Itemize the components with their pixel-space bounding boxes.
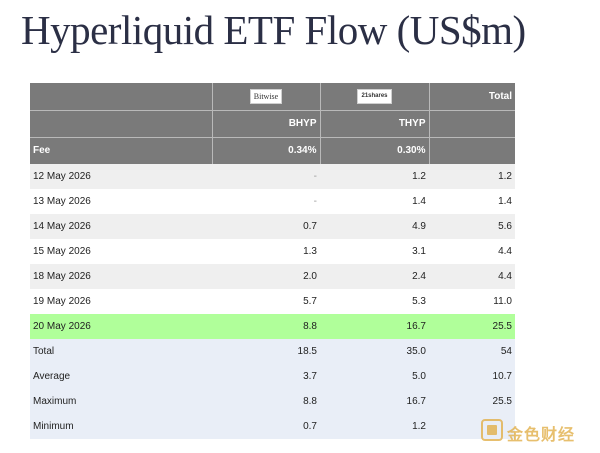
- summary-label: Total: [30, 339, 212, 364]
- summary-label: Maximum: [30, 389, 212, 414]
- table-row: 14 May 2026 0.7 4.9 5.6: [30, 214, 515, 239]
- bhyp-cell: 8.8: [212, 389, 320, 414]
- thyp-cell: 5.3: [320, 289, 429, 314]
- watermark-logo-icon: [481, 419, 503, 446]
- thyp-cell: 16.7: [320, 389, 429, 414]
- summary-row-minimum: Minimum 0.7 1.2: [30, 414, 515, 439]
- summary-label: Minimum: [30, 414, 212, 439]
- date-cell: 12 May 2026: [30, 164, 212, 189]
- table-row: 12 May 2026 - 1.2 1.2: [30, 164, 515, 189]
- watermark-text: 金色财经: [507, 424, 576, 444]
- bhyp-cell: 5.7: [212, 289, 320, 314]
- thyp-cell: 1.2: [320, 414, 429, 439]
- header-blank-cell: [429, 110, 515, 138]
- summary-label: Average: [30, 364, 212, 389]
- bhyp-cell: -: [212, 164, 320, 189]
- table-row: 13 May 2026 - 1.4 1.4: [30, 189, 515, 214]
- date-cell: 14 May 2026: [30, 214, 212, 239]
- bhyp-cell: 8.8: [212, 314, 320, 339]
- ticker-header-row: BHYP THYP: [30, 110, 515, 138]
- header-blank-cell: [30, 110, 213, 138]
- total-cell: 1.2: [429, 164, 515, 189]
- bhyp-cell: 0.7: [212, 414, 320, 439]
- total-cell: 10.7: [429, 364, 515, 389]
- total-cell: 11.0: [429, 289, 515, 314]
- table-row: 15 May 2026 1.3 3.1 4.4: [30, 239, 515, 264]
- thyp-cell: 1.2: [320, 164, 429, 189]
- etf-flow-table: Bitwise 21shares Total BHYP THYP Fee 0.3…: [30, 83, 515, 439]
- thyp-cell: 5.0: [320, 364, 429, 389]
- total-cell: [429, 414, 515, 439]
- thyp-cell: 2.4: [320, 264, 429, 289]
- bhyp-cell: -: [212, 189, 320, 214]
- fee-bhyp: 0.34%: [212, 137, 321, 164]
- watermark: 金色财经: [481, 419, 575, 446]
- total-cell: 25.5: [429, 389, 515, 414]
- total-cell: 1.4: [429, 189, 515, 214]
- 21shares-logo: 21shares: [357, 88, 392, 104]
- bhyp-cell: 2.0: [212, 264, 320, 289]
- bhyp-cell: 18.5: [212, 339, 320, 364]
- thyp-cell: 3.1: [320, 239, 429, 264]
- thyp-cell: 35.0: [320, 339, 429, 364]
- date-cell: 15 May 2026: [30, 239, 212, 264]
- total-cell: 4.4: [429, 239, 515, 264]
- date-cell: 19 May 2026: [30, 289, 212, 314]
- bhyp-cell: 0.7: [212, 214, 320, 239]
- date-cell: 20 May 2026: [30, 314, 212, 339]
- page-title: Hyperliquid ETF Flow (US$m): [21, 7, 526, 53]
- total-cell: 5.6: [429, 214, 515, 239]
- bhyp-cell: 3.7: [212, 364, 320, 389]
- total-cell: 54: [429, 339, 515, 364]
- summary-row-maximum: Maximum 8.8 16.7 25.5: [30, 389, 515, 414]
- bitwise-logo: Bitwise: [249, 88, 283, 104]
- fee-header-row: Fee 0.34% 0.30%: [30, 137, 515, 164]
- total-cell: 25.5: [429, 314, 515, 339]
- table-row: 18 May 2026 2.0 2.4 4.4: [30, 264, 515, 289]
- issuer-cell-21shares: 21shares: [320, 83, 430, 111]
- summary-row-total: Total 18.5 35.0 54: [30, 339, 515, 364]
- issuer-cell-bitwise: Bitwise: [212, 83, 321, 111]
- thyp-cell: 16.7: [320, 314, 429, 339]
- fee-thyp: 0.30%: [320, 137, 430, 164]
- thyp-cell: 4.9: [320, 214, 429, 239]
- thyp-cell: 1.4: [320, 189, 429, 214]
- table-row: 19 May 2026 5.7 5.3 11.0: [30, 289, 515, 314]
- summary-row-average: Average 3.7 5.0 10.7: [30, 364, 515, 389]
- header-blank-cell: [30, 83, 213, 111]
- date-cell: 18 May 2026: [30, 264, 212, 289]
- issuer-header-row: Bitwise 21shares Total: [30, 83, 515, 111]
- ticker-bhyp: BHYP: [212, 110, 321, 138]
- header-blank-cell: [429, 137, 515, 164]
- total-cell: 4.4: [429, 264, 515, 289]
- bhyp-cell: 1.3: [212, 239, 320, 264]
- date-cell: 13 May 2026: [30, 189, 212, 214]
- total-column-header: Total: [429, 83, 515, 111]
- ticker-thyp: THYP: [320, 110, 430, 138]
- highlighted-row: 20 May 2026 8.8 16.7 25.5: [30, 314, 515, 339]
- fee-label: Fee: [30, 137, 213, 164]
